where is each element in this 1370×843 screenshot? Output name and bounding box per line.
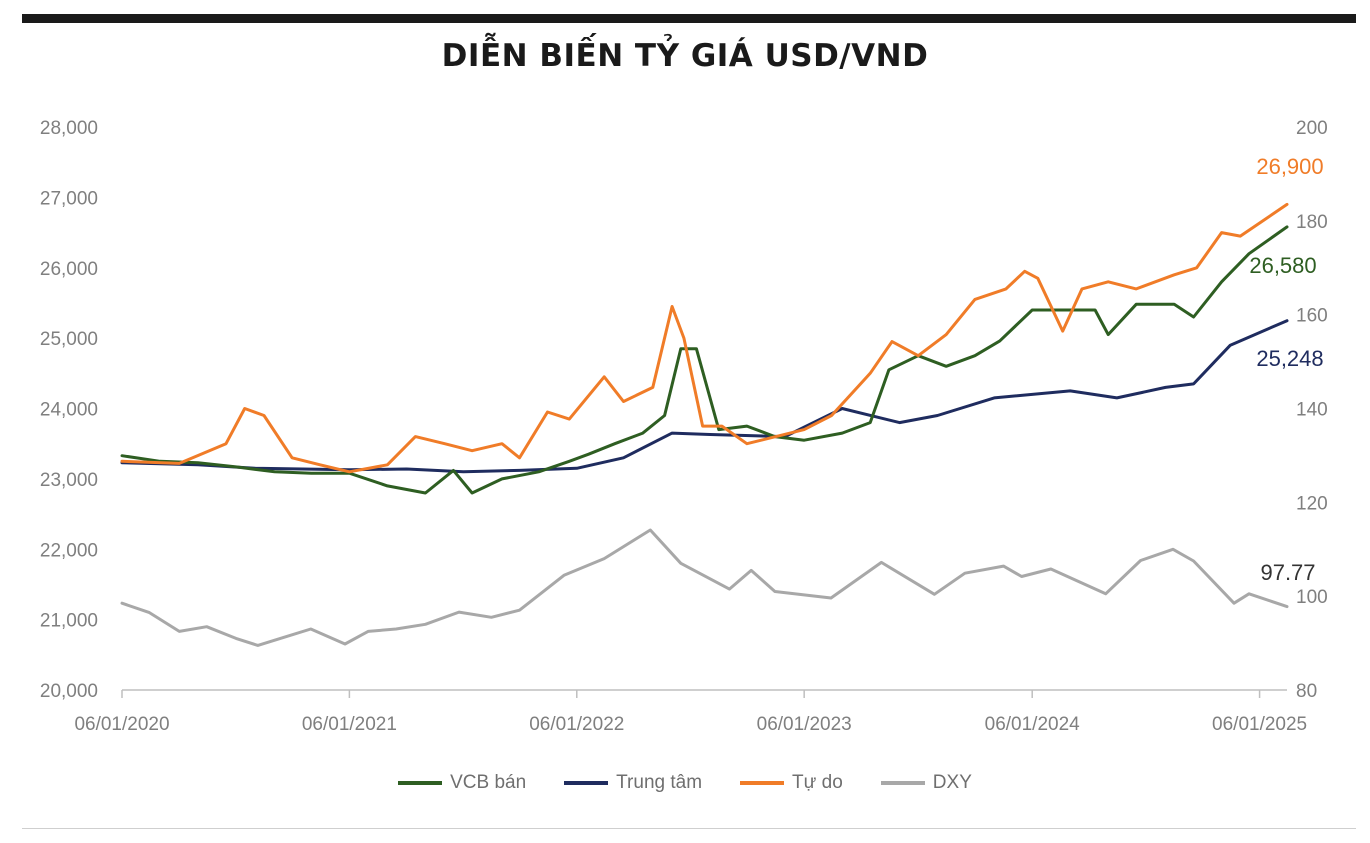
series-line-tu-do bbox=[120, 202, 1289, 474]
legend-item: VCB bán bbox=[398, 772, 526, 794]
y-left-tick-label: 27,000 bbox=[40, 188, 98, 209]
bottom-rule bbox=[22, 828, 1356, 829]
series-line-dxy bbox=[120, 528, 1289, 647]
y-left-tick-label: 28,000 bbox=[40, 118, 98, 139]
top-rule bbox=[22, 14, 1356, 23]
x-tick-label: 06/01/2025 bbox=[1212, 714, 1307, 735]
x-tick-label: 06/01/2021 bbox=[302, 714, 397, 735]
end-label: 97.77 bbox=[1260, 560, 1315, 585]
y-right-tick-label: 120 bbox=[1296, 493, 1328, 514]
legend-item: Tự do bbox=[740, 772, 843, 794]
y-left-tick-label: 25,000 bbox=[40, 329, 98, 350]
legend-swatch bbox=[880, 781, 925, 785]
legend-label: DXY bbox=[932, 772, 972, 793]
y-left-tick-label: 21,000 bbox=[40, 611, 98, 632]
legend-item: Trung tâm bbox=[564, 772, 702, 794]
series-line-trung-tam bbox=[120, 319, 1289, 474]
end-label: 26,900 bbox=[1256, 154, 1323, 179]
series-layer bbox=[120, 202, 1289, 647]
x-tick-label: 06/01/2024 bbox=[985, 714, 1081, 735]
legend-swatch bbox=[740, 781, 785, 785]
y-right-tick-label: 200 bbox=[1296, 118, 1328, 139]
y-left-tick-label: 22,000 bbox=[40, 540, 98, 561]
end-label: 26,580 bbox=[1249, 253, 1316, 278]
y-right-tick-label: 180 bbox=[1296, 212, 1328, 233]
y-right-tick-label: 100 bbox=[1296, 587, 1328, 608]
legend-swatch bbox=[564, 781, 609, 785]
x-tick-label: 06/01/2022 bbox=[529, 714, 624, 735]
y-right-tick-label: 140 bbox=[1296, 400, 1328, 421]
x-tick-label: 06/01/2020 bbox=[74, 714, 169, 735]
legend-item: DXY bbox=[880, 772, 972, 794]
y-right-tick-label: 160 bbox=[1296, 306, 1328, 327]
chart-title: DIỄN BIẾN TỶ GIÁ USD/VND bbox=[441, 38, 929, 74]
axes: 20,000 21,000 22,000 23,000 24,000 25,000 26,0… bbox=[40, 118, 1328, 735]
y-right-tick-label: 80 bbox=[1296, 681, 1317, 702]
legend: VCB bán Trung tâm Tự do DXY bbox=[0, 772, 1370, 794]
legend-label: Trung tâm bbox=[616, 772, 703, 793]
y-left-tick-label: 23,000 bbox=[40, 470, 98, 491]
y-left-tick-label: 26,000 bbox=[40, 259, 98, 280]
y-left-tick-label: 24,000 bbox=[40, 400, 98, 421]
x-tick-label: 06/01/2023 bbox=[757, 714, 852, 735]
end-labels: 26,580 25,248 26,900 97.77 bbox=[1249, 154, 1323, 585]
legend-label: VCB bán bbox=[450, 772, 527, 793]
y-left-tick-label: 20,000 bbox=[40, 681, 98, 702]
end-label: 25,248 bbox=[1256, 346, 1323, 371]
legend-swatch bbox=[398, 781, 443, 785]
legend-label: Tự do bbox=[792, 772, 843, 793]
series-line-vcb-ban bbox=[120, 225, 1289, 495]
